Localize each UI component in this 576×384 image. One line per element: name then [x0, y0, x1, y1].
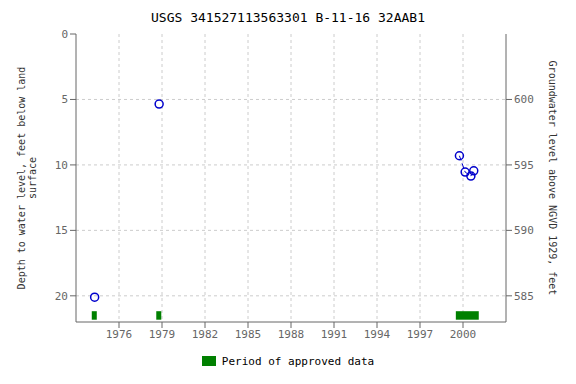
svg-text:1976: 1976: [106, 328, 133, 341]
svg-text:1991: 1991: [321, 328, 348, 341]
svg-text:1979: 1979: [149, 328, 176, 341]
svg-text:1988: 1988: [278, 328, 305, 341]
svg-text:1985: 1985: [235, 328, 262, 341]
svg-text:15: 15: [55, 224, 68, 237]
svg-text:1982: 1982: [192, 328, 219, 341]
svg-text:2000: 2000: [450, 328, 477, 341]
svg-text:1994: 1994: [364, 328, 391, 341]
svg-text:10: 10: [55, 159, 68, 172]
svg-text:590: 590: [514, 224, 534, 237]
svg-text:600: 600: [514, 93, 534, 106]
svg-text:Depth to water level, feet bel: Depth to water level, feet below land: [16, 67, 27, 290]
html-text:Period of approved data: Period of approved data: [221, 354, 375, 368]
svg-text:surface: surface: [27, 157, 38, 199]
svg-text:0: 0: [61, 28, 68, 41]
svg-text:1997: 1997: [407, 328, 434, 341]
svg-text:20: 20: [55, 290, 68, 303]
svg-text:585: 585: [514, 290, 534, 303]
svg-text:595: 595: [514, 159, 534, 172]
svg-text:5: 5: [61, 93, 68, 106]
svg-text:Groundwater level above NGVD 1: Groundwater level above NGVD 1929, feet: [547, 61, 558, 296]
html-text:USGS 341527113563301 B-11-16 3: USGS 341527113563301 B-11-16 32AAB1: [151, 10, 425, 25]
